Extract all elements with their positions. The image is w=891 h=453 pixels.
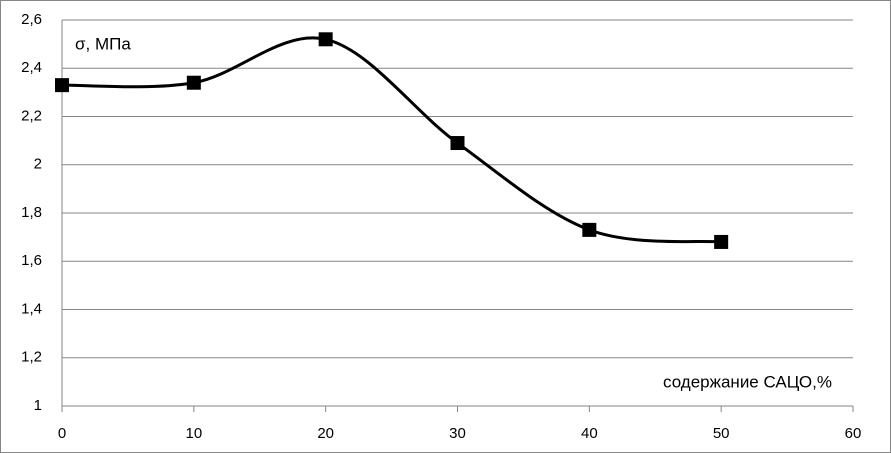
x-tick-label: 50 (713, 425, 730, 442)
y-tick-label: 1,6 (21, 252, 42, 269)
marker (318, 32, 333, 47)
x-tick-label: 40 (581, 425, 598, 442)
marker (186, 75, 201, 90)
y-tick-label: 2,4 (21, 59, 42, 76)
y-tick-label: 2,6 (21, 11, 42, 28)
y-tick-label: 2 (34, 156, 42, 173)
y-tick-label: 1,2 (21, 349, 42, 366)
y-tick-label: 1,4 (21, 300, 42, 317)
y-tick-label: 2,2 (21, 107, 42, 124)
marker (450, 136, 465, 151)
x-tick-label: 30 (449, 425, 466, 442)
line (61, 36, 722, 244)
y-tick-label: 1,8 (21, 204, 42, 221)
marker (582, 222, 597, 237)
x-tick-label: 20 (317, 425, 334, 442)
marker (55, 78, 69, 93)
y-axis-label: σ, МПа (75, 34, 131, 53)
y-tick-label: 1 (34, 397, 42, 414)
x-axis-label: содержание САЦО,% (663, 372, 832, 391)
x-tick-label: 10 (185, 425, 202, 442)
x-tick-label: 0 (58, 425, 66, 442)
marker (714, 234, 729, 249)
x-tick-label: 60 (845, 425, 862, 442)
